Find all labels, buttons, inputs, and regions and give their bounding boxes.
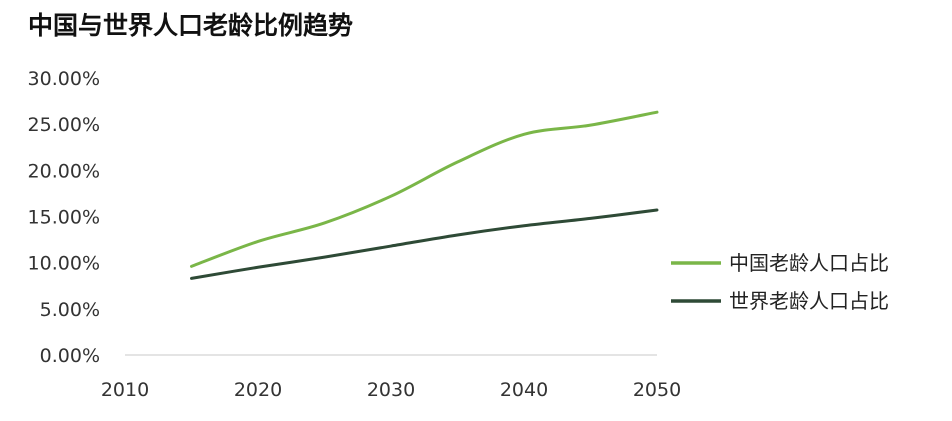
legend-label-2: 世界老龄人口占比 [729,289,889,313]
x-tick-label: 2040 [500,379,548,401]
series-lines [190,110,659,280]
chart-title: 中国与世界人口老龄比例趋势 [28,11,354,40]
y-tick-label: 5.00% [40,299,100,321]
y-tick-label: 10.00% [28,253,100,275]
y-axis-ticks: 0.00% 5.00% 10.00% 15.00% 20.00% 25.00% 30.00% [28,68,100,367]
y-tick-label: 15.00% [28,207,100,229]
x-axis-ticks: 2010 2020 2030 2040 2050 [101,379,681,401]
x-tick-label: 2030 [367,379,415,401]
series-line-2 [190,208,659,280]
y-tick-label: 20.00% [28,160,100,182]
y-tick-label: 30.00% [28,68,100,90]
y-tick-label: 0.00% [40,345,100,367]
series-line-1 [190,110,659,268]
x-tick-label: 2020 [234,379,282,401]
y-tick-label: 25.00% [28,114,100,136]
x-tick-label: 2050 [633,379,681,401]
x-tick-label: 2010 [101,379,149,401]
legend-label-1: 中国老龄人口占比 [729,251,889,275]
